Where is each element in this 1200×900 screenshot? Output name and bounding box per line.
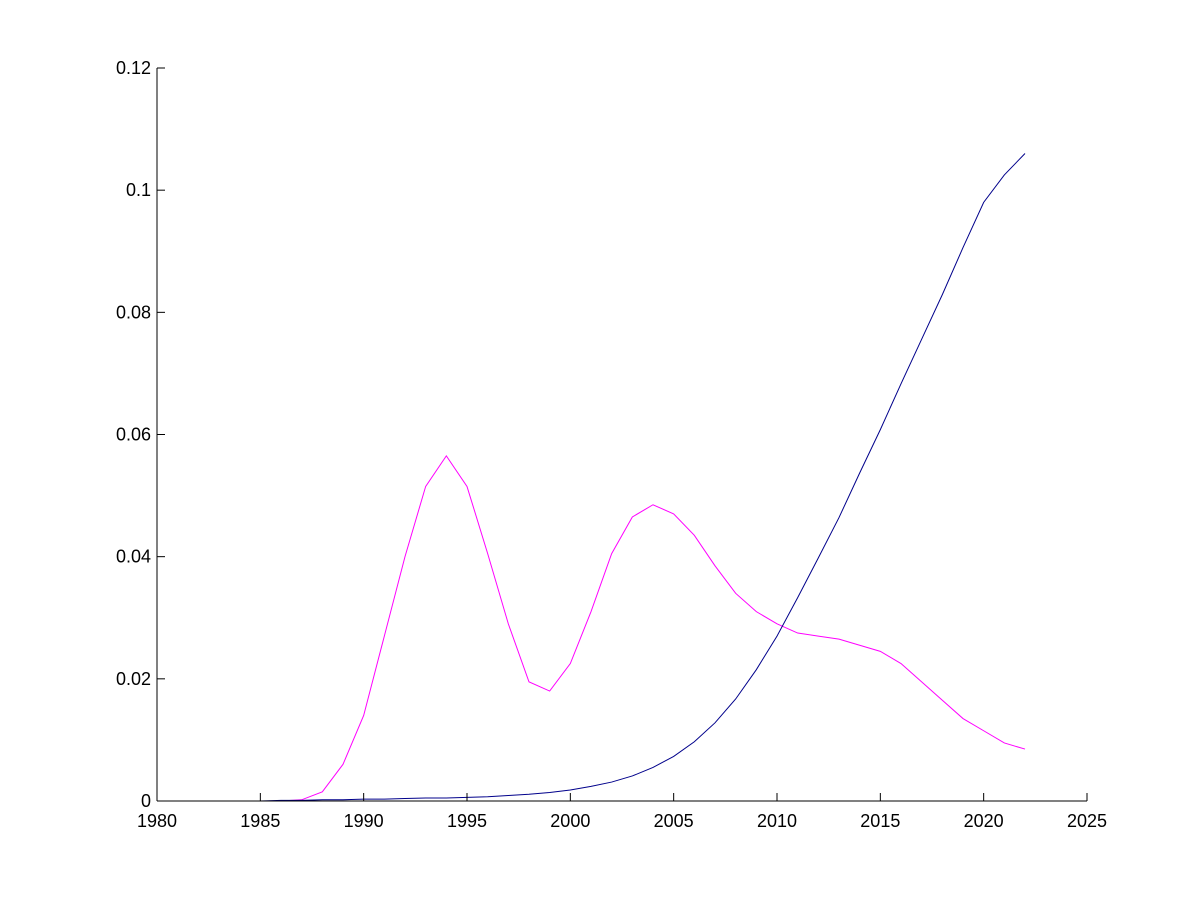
x-tick-label: 2000 xyxy=(550,811,590,831)
x-tick-label: 2005 xyxy=(654,811,694,831)
x-axis-ticks: 1980 1985 1990 1995 2000 2005 2010 2015 2020 2025 xyxy=(137,793,1107,831)
y-tick-label: 0 xyxy=(141,791,151,811)
y-tick-label: 0.1 xyxy=(126,180,151,200)
y-tick-label: 0.02 xyxy=(116,669,151,689)
series-layer xyxy=(157,153,1026,802)
x-tick-label: 2020 xyxy=(964,811,1004,831)
y-tick-label: 0.08 xyxy=(116,302,151,322)
x-tick-label: 2015 xyxy=(860,811,900,831)
y-tick-label: 0.06 xyxy=(116,425,151,445)
y-tick-label: 0.12 xyxy=(116,58,151,78)
x-tick-label: 1995 xyxy=(447,811,487,831)
series-line-1 xyxy=(157,454,1026,802)
x-tick-label: 2010 xyxy=(757,811,797,831)
x-tick-label: 1980 xyxy=(137,811,177,831)
x-tick-label: 2025 xyxy=(1067,811,1107,831)
y-tick-label: 0.04 xyxy=(116,547,151,567)
y-axis-ticks: 0 0.02 0.04 0.06 0.08 0.1 0.12 xyxy=(116,58,165,811)
series-line-2 xyxy=(157,153,1026,802)
x-tick-label: 1985 xyxy=(240,811,280,831)
x-tick-label: 1990 xyxy=(344,811,384,831)
